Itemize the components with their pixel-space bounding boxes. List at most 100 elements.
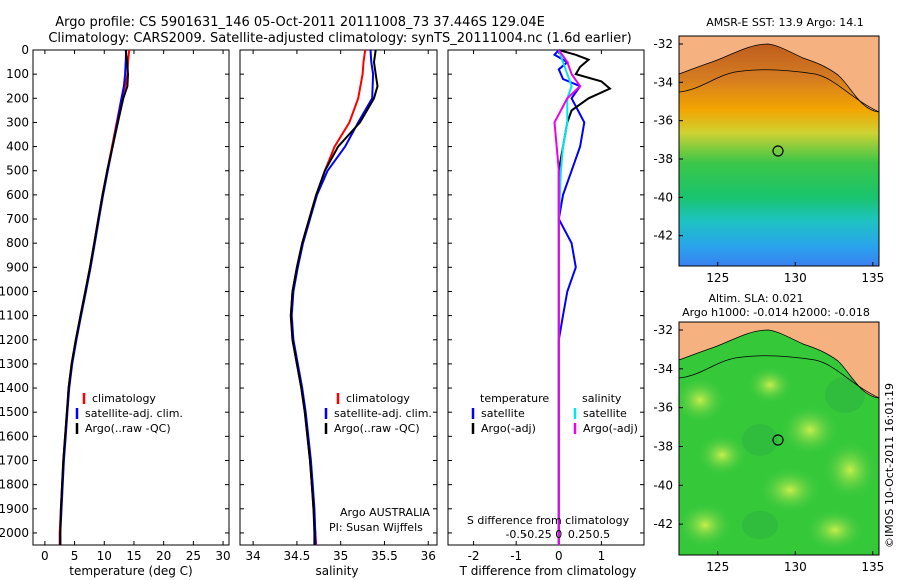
lat-tick-label: -40 [653,190,673,204]
sla-anomaly-blobs [675,367,876,550]
salinity-axes: 34 34.5 35 35.5 36 [240,49,437,563]
lon-tick-label: 130 [784,560,807,574]
series-argo-raw-qc- [59,49,130,545]
s-tick-label: -0.5 [505,528,526,541]
lat-tick-label: -42 [653,517,673,531]
y-tick-label: 1400 [0,381,29,395]
x-tick-label: 10 [97,549,112,563]
difference-lines [552,49,612,545]
lat-tick-label: -42 [653,229,673,243]
legend-climatology: climatology [92,392,156,405]
y-tick-label: 2000 [0,526,29,540]
y-tick-label: 1700 [0,453,29,467]
difference-xlabel: T difference from climatology [459,564,637,578]
y-tick-label: 1600 [0,429,29,443]
legend-t-satellite: satellite [481,407,525,420]
y-tick-label: 800 [6,236,29,250]
lon-tick-label: 135 [861,271,884,285]
legend-satellite: satellite-adj. clim. [85,407,183,420]
difference-panel: -2 -1 0 1 temperature satellite Argo(-adj) … [447,49,645,578]
y-tick-label: 1000 [0,284,29,298]
y-tick-label: 1100 [0,309,29,323]
sla-title-line2: Argo h1000: -0.014 h2000: -0.018 [682,306,870,319]
y-tick-label: 400 [6,140,29,154]
series-t-satellite [552,49,586,545]
y-tick-label: 1300 [0,357,29,371]
lon-tick-label: 125 [706,271,729,285]
sla-map: Altim. SLA: 0.021 Argo h1000: -0.014 h20… [653,292,884,574]
s-difference-label: S difference from climatology [467,514,630,527]
sst-coastline [678,43,880,113]
x-tick-label: 25 [186,549,201,563]
sst-argo-marker [772,145,784,157]
sst-frame [678,35,880,267]
x-tick-label: 35 [333,549,348,563]
series-s-argo-adj- [553,49,582,545]
series-s-satellite [557,49,573,545]
x-tick-label: 20 [156,549,171,563]
salinity-xlabel: salinity [315,564,358,578]
salinity-lines [289,49,379,546]
lat-tick-label: -38 [653,152,673,166]
x-tick-label: 0 [555,549,563,563]
series-argo-raw-qc- [289,49,379,545]
salinity-axes-box [239,49,438,546]
x-tick-label: 34 [245,549,260,563]
legend-satellite: satellite-adj. clim. [334,407,432,420]
argo-institution: Argo AUSTRALIA [340,506,430,519]
lat-tick-label: -32 [653,323,673,337]
y-tick-label: 0 [21,43,29,57]
y-tick-label: 1800 [0,478,29,492]
y-tick-label: 1200 [0,333,29,347]
temperature-xlabel: temperature (deg C) [69,564,192,578]
x-tick-label: 1 [598,549,606,563]
difference-axes: -2 -1 0 1 [448,49,644,563]
legend-climatology: climatology [346,392,410,405]
figure-title-line1: Argo profile: CS 5901631_146 05-Oct-2011… [55,15,545,30]
y-tick-label: 600 [6,188,29,202]
figure-title-line2: Climatology: CARS2009. Satellite-adjuste… [48,31,631,46]
y-tick-label: 1500 [0,405,29,419]
lat-tick-label: -34 [653,362,673,376]
sst-ticks: -32 -34 -36 -38 -40 -42 125 130 135 [653,37,884,285]
lon-tick-label: 125 [706,560,729,574]
x-tick-label: 35.5 [371,549,398,563]
x-tick-label: 34.5 [284,549,311,563]
s-tick-label: 0.5 [593,528,611,541]
y-tick-label: 700 [6,212,29,226]
s-tick-label: 0.25 [568,528,593,541]
y-tick-label: 900 [6,260,29,274]
x-tick-label: 0 [41,549,49,563]
lat-tick-label: -36 [653,114,673,128]
lat-tick-label: -34 [653,75,673,89]
argo-pi: PI: Susan Wijffels [329,521,423,534]
y-tick-label: 500 [6,164,29,178]
sst-map: AMSR-E SST: 13.9 Argo: 14.1 -32 -34 -36 -38… [653,16,884,285]
x-tick-label: 30 [215,549,230,563]
lat-tick-label: -32 [653,37,673,51]
x-tick-label: 5 [71,549,79,563]
y-tick-label: 300 [6,115,29,129]
difference-legend: temperature satellite Argo(-adj) salinit… [471,392,638,435]
temperature-legend: climatology satellite-adj. clim. Argo(..… [75,392,183,435]
sla-title-line1: Altim. SLA: 0.021 [708,292,803,305]
temperature-lines [58,49,131,545]
s-difference-ticks: -0.5-0.25 0 0.25 0.5 [505,528,610,541]
temperature-axes: 0100200300400500600700800900100011001200… [0,43,231,563]
lat-tick-label: -36 [653,401,673,415]
legend-temperature-title: temperature [480,392,549,405]
sst-title: AMSR-E SST: 13.9 Argo: 14.1 [706,16,864,29]
s-tick-label: -0.25 [523,528,551,541]
legend-s-satellite: satellite [583,407,627,420]
y-tick-label: 200 [6,91,29,105]
lat-tick-label: -38 [653,440,673,454]
salinity-panel: 34 34.5 35 35.5 36 climatology satellite-adj… [239,49,438,578]
difference-axes-box [447,49,645,546]
sla-contour [678,355,880,399]
sst-contour [678,69,880,113]
legend-t-argo: Argo(-adj) [481,422,536,435]
x-tick-label: -2 [468,549,480,563]
lon-tick-label: 130 [784,271,807,285]
sla-ticks: -32 -34 -36 -38 -40 -42 125 130 135 [653,323,884,574]
